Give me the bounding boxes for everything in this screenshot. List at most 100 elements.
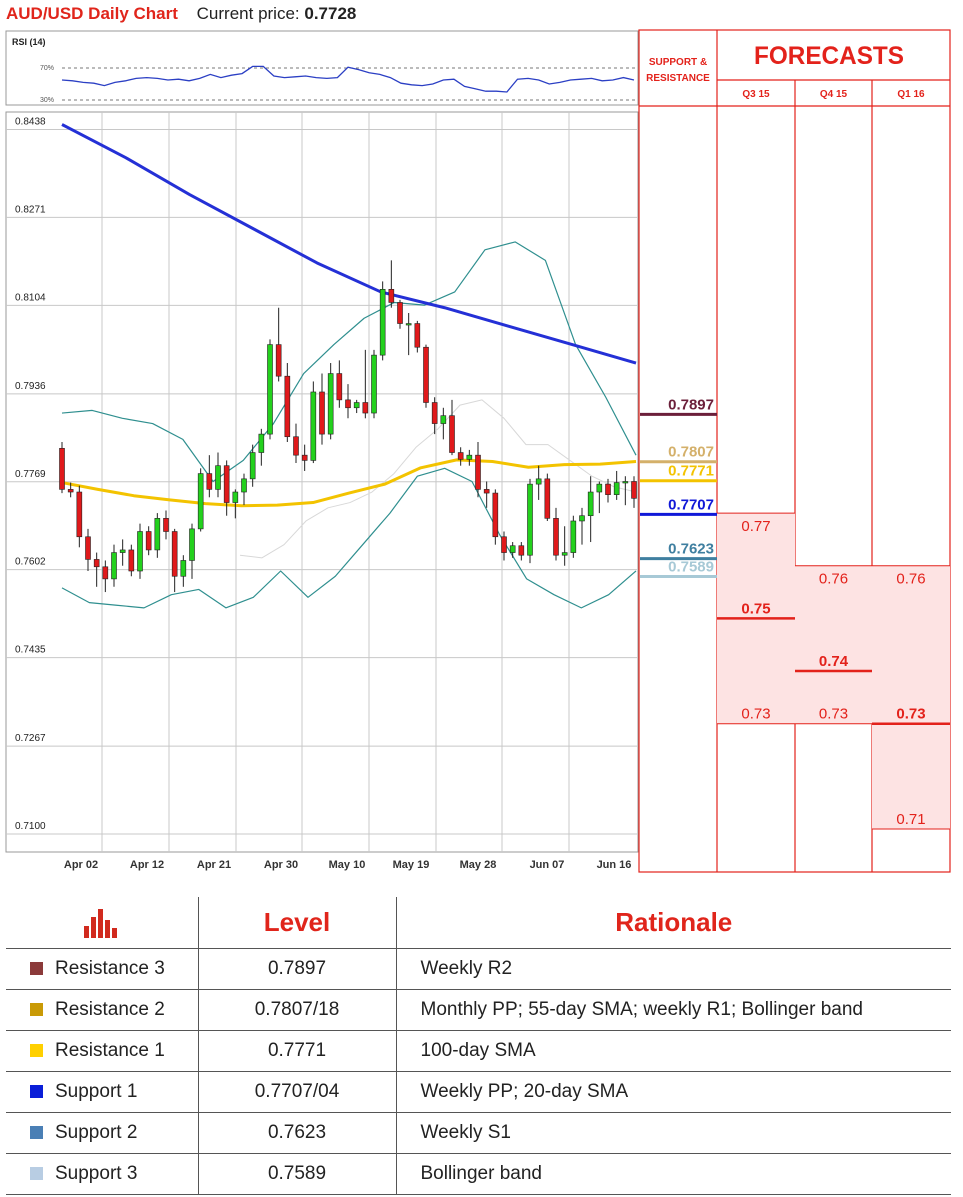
- row-name-cell: Support 2: [6, 1112, 198, 1154]
- y-tick-label: 0.7267: [15, 733, 46, 744]
- row-name: Resistance 2: [55, 998, 165, 1020]
- sma20-line: [239, 399, 637, 559]
- table-row: Support 2 0.7623 Weekly S1: [6, 1112, 951, 1154]
- x-tick-label: Jun 16: [597, 859, 632, 871]
- row-name-cell: Resistance 2: [6, 989, 198, 1031]
- x-tick-label: Apr 02: [64, 859, 98, 871]
- candle-up: [189, 528, 195, 561]
- y-tick-label: 0.7435: [15, 645, 46, 656]
- y-tick-label: 0.8438: [15, 117, 46, 128]
- chart-canvas: RSI (14) 70% 30% 0.8438 0.8271 0.8104 0.7936 0.…: [5, 29, 951, 873]
- candle-down: [423, 346, 429, 403]
- chart-header: AUD/USD Daily Chart Current price: 0.772…: [6, 4, 356, 26]
- candle-up: [310, 391, 317, 461]
- candle-down: [206, 473, 213, 490]
- forecast-mid-value: 0.73: [896, 706, 925, 723]
- y-tick-label: 0.7602: [15, 557, 46, 568]
- forecast-high-value: 0.76: [896, 571, 925, 588]
- x-tick-label: Jun 07: [530, 859, 565, 871]
- candle-up: [622, 481, 629, 484]
- candle-down: [319, 391, 325, 435]
- row-level: 0.7707/04: [197, 1071, 396, 1113]
- candle-up: [249, 452, 256, 480]
- row-name: Support 3: [55, 1162, 138, 1184]
- sr-header-line2: RESISTANCE: [646, 73, 710, 84]
- candle-up: [613, 482, 620, 495]
- x-tick-label: May 28: [460, 859, 497, 871]
- resistance-3-swatch: [30, 961, 43, 975]
- candle-down: [93, 559, 100, 568]
- candle-up: [197, 473, 204, 530]
- candle-up: [587, 491, 594, 517]
- candle-down: [76, 491, 83, 538]
- row-name-cell: Resistance 1: [6, 1030, 198, 1072]
- forecast-range: [795, 565, 872, 724]
- candle-down: [362, 402, 369, 414]
- row-name-cell: Resistance 3: [6, 948, 198, 990]
- candle-down: [605, 483, 611, 495]
- candle-up: [232, 491, 239, 503]
- support-1-swatch: [30, 1084, 43, 1098]
- row-level: 0.7623: [197, 1112, 396, 1154]
- candle-down: [431, 402, 438, 424]
- forecast-high-value: 0.77: [741, 518, 770, 535]
- candle-up: [353, 402, 360, 409]
- candle-up: [466, 454, 473, 460]
- candle-down: [345, 399, 351, 409]
- candle-down: [67, 489, 74, 493]
- candle-up: [267, 344, 273, 435]
- candle-up: [371, 354, 377, 414]
- row-rationale: Weekly PP; 20-day SMA: [395, 1071, 951, 1113]
- candle-down: [171, 531, 178, 577]
- y-tick-label: 0.7936: [15, 381, 46, 392]
- candle-down: [492, 492, 499, 538]
- candle-down: [483, 489, 490, 494]
- row-name-cell: Support 3: [6, 1153, 198, 1195]
- x-tick-label: May 19: [393, 859, 430, 871]
- candle-down: [518, 545, 525, 556]
- rsi-lower-label: 30%: [40, 97, 54, 104]
- y-tick-label: 0.8271: [15, 204, 46, 215]
- sr-header-line1: SUPPORT &: [649, 57, 707, 68]
- candle-down: [163, 518, 169, 532]
- resistance-2-swatch: [30, 1002, 43, 1016]
- forecast-mid-value: 0.74: [819, 653, 849, 670]
- candle-down: [145, 531, 152, 551]
- candle-down: [102, 566, 109, 580]
- candle-down: [457, 452, 464, 460]
- candle-up: [527, 483, 533, 556]
- candle-up: [137, 531, 143, 572]
- forecast-high-value: 0.76: [819, 571, 848, 588]
- forecast-low-value: 0.71: [896, 811, 925, 828]
- candle-up: [561, 552, 568, 556]
- candle-up: [535, 478, 542, 485]
- y-tick-label: 0.7769: [15, 469, 46, 480]
- candle-down: [449, 415, 455, 453]
- candle-down: [475, 454, 481, 490]
- candle-down: [631, 481, 637, 499]
- level-header: Level: [197, 897, 396, 949]
- row-name: Support 1: [55, 1080, 138, 1102]
- y-tick-label: 0.7100: [15, 821, 46, 832]
- candle-up: [215, 465, 221, 490]
- level-marker-value: 0.7771: [668, 463, 714, 480]
- table-row: Resistance 2 0.7807/18 Monthly PP; 55-da…: [6, 989, 951, 1031]
- quarter-label: Q3 15: [742, 89, 770, 100]
- row-level: 0.7589: [197, 1153, 396, 1195]
- table-header-row: Level Rationale: [6, 897, 951, 949]
- candle-down: [501, 536, 507, 553]
- candle-up: [596, 483, 603, 493]
- current-price-label: Current price:: [196, 4, 300, 23]
- level-marker-value: 0.7707: [668, 496, 714, 513]
- forecast-mid-value: 0.75: [741, 600, 770, 617]
- quarter-label: Q4 15: [820, 89, 848, 100]
- candle-down: [414, 323, 421, 348]
- table-row: Support 3 0.7589 Bollinger band: [6, 1153, 951, 1195]
- level-marker-value: 0.7589: [668, 559, 714, 576]
- candle-up: [570, 520, 577, 553]
- candle-down: [544, 478, 551, 519]
- candle-up: [258, 433, 265, 453]
- candle-up: [241, 478, 247, 493]
- level-marker-value: 0.7807: [668, 444, 714, 461]
- bar-chart-icon: [83, 909, 117, 939]
